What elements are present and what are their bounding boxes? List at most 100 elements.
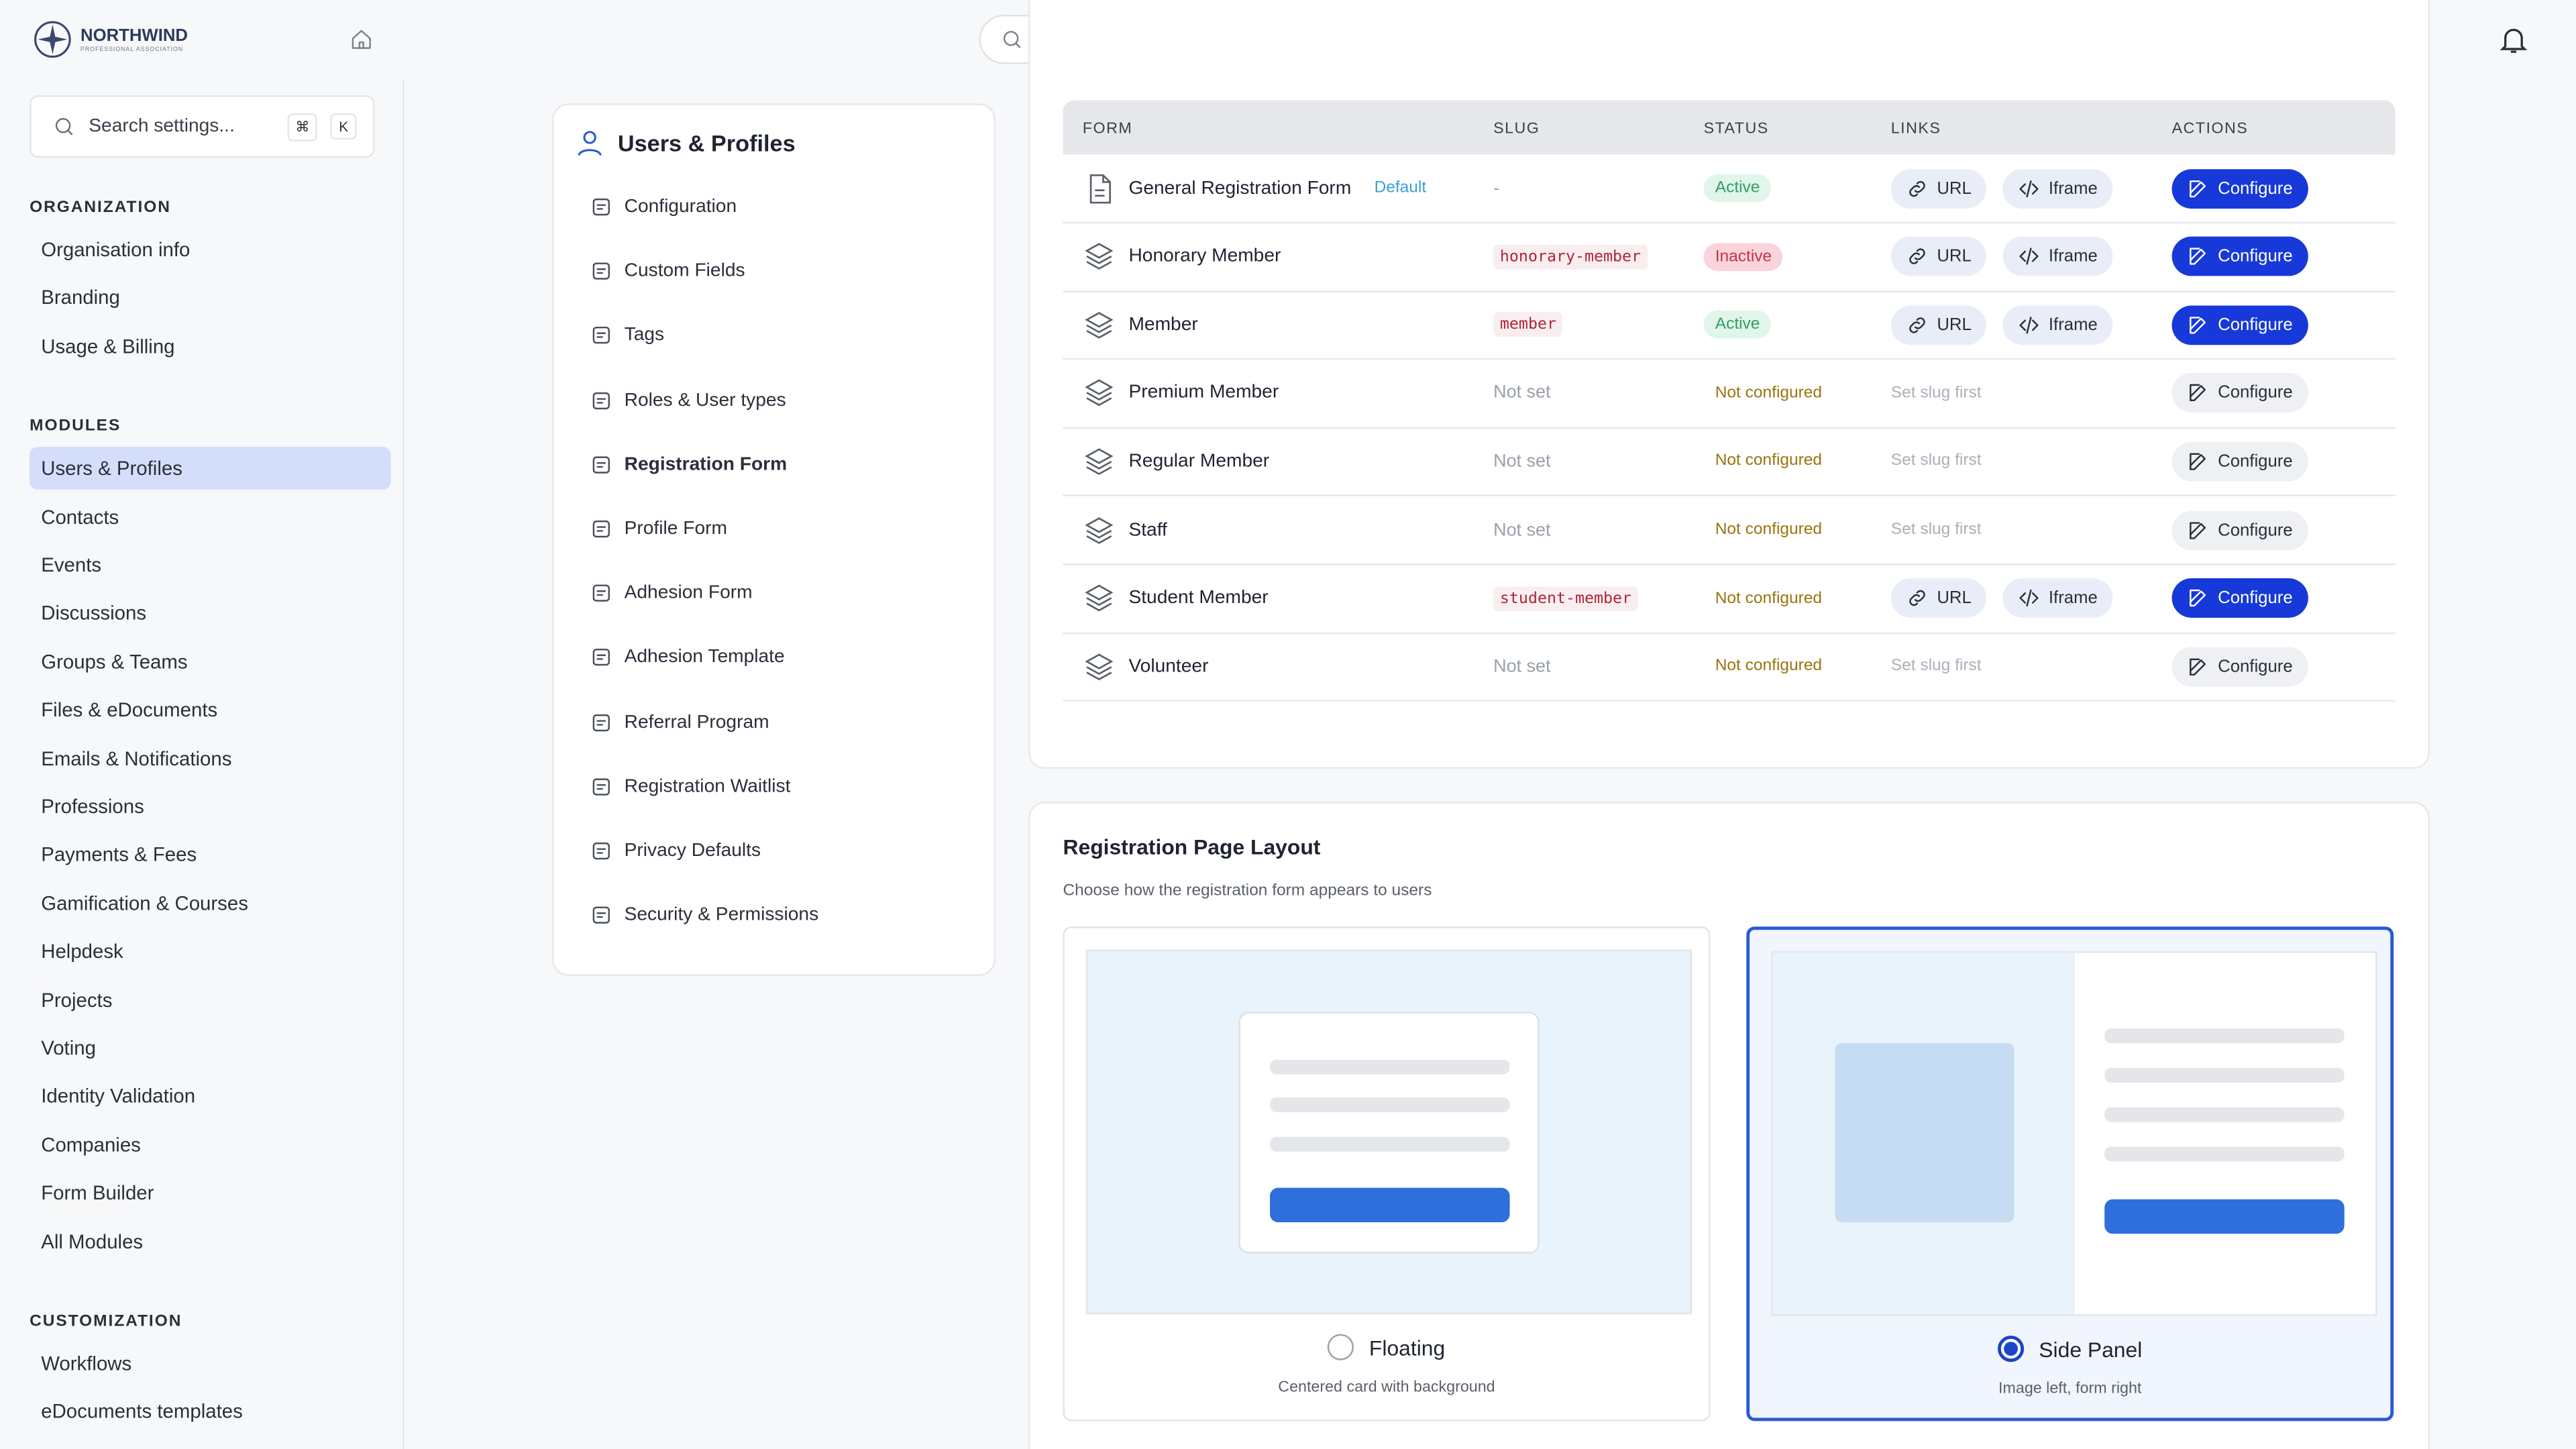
submenu-item[interactable]: Profile Form bbox=[590, 517, 727, 540]
table-row: Regular Member Not set Not configured Set s… bbox=[1063, 428, 2396, 497]
preview-panel bbox=[2075, 953, 2376, 1315]
status-badge: Inactive bbox=[1703, 242, 1784, 271]
status-cell: Not configured bbox=[1704, 360, 1834, 427]
form-icon bbox=[1083, 513, 1116, 546]
nav-item[interactable]: Helpdesk bbox=[41, 940, 123, 963]
status-cell: Not configured bbox=[1704, 564, 1834, 631]
link-button[interactable]: Iframe bbox=[2002, 578, 2112, 619]
column-header: SLUG bbox=[1493, 119, 1540, 138]
link-button[interactable]: URL bbox=[1890, 305, 1986, 345]
submenu-item[interactable]: Roles & User types bbox=[590, 388, 786, 411]
submenu-label: Registration Waitlist bbox=[624, 776, 791, 797]
configure-button[interactable]: Configure bbox=[2171, 441, 2308, 482]
radio[interactable] bbox=[1998, 1336, 2025, 1362]
edit-icon bbox=[2187, 519, 2210, 541]
links-note: Set slug first bbox=[1890, 384, 1982, 402]
submenu-item[interactable]: Registration Form bbox=[590, 453, 787, 476]
nav-item[interactable]: Workflows bbox=[41, 1352, 132, 1375]
links-note: Set slug first bbox=[1890, 521, 1982, 539]
nav-item[interactable]: Usage & Billing bbox=[41, 335, 175, 358]
configure-button[interactable]: Configure bbox=[2171, 168, 2308, 208]
nav-item[interactable]: Organisation info bbox=[41, 238, 191, 262]
submenu-item[interactable]: Privacy Defaults bbox=[590, 839, 761, 862]
search-icon bbox=[52, 115, 75, 138]
nav-item[interactable]: Projects bbox=[41, 988, 113, 1012]
submenu-item[interactable]: Configuration bbox=[590, 195, 737, 218]
slug-cell: Not set bbox=[1493, 496, 1550, 564]
configure-button[interactable]: Configure bbox=[2171, 578, 2308, 619]
configure-button[interactable]: Configure bbox=[2171, 373, 2308, 413]
nav-item[interactable]: Identity Validation bbox=[41, 1085, 196, 1108]
link-icon bbox=[1906, 587, 1929, 610]
nav-item[interactable]: eDocuments templates bbox=[41, 1400, 243, 1424]
submenu-item[interactable]: Adhesion Template bbox=[590, 646, 785, 669]
nav-item[interactable]: Form Builder bbox=[41, 1181, 154, 1205]
form-cell: Honorary Member bbox=[1083, 223, 1281, 290]
submenu-item[interactable]: Referral Program bbox=[590, 710, 769, 733]
nav-item[interactable]: Emails & Notifications bbox=[41, 747, 232, 770]
nav-item[interactable]: Voting bbox=[41, 1036, 96, 1060]
configure-label: Configure bbox=[2218, 588, 2293, 608]
configure-button[interactable]: Configure bbox=[2171, 236, 2308, 276]
nav-item[interactable]: Groups & Teams bbox=[41, 650, 188, 674]
nav-item[interactable]: Gamification & Courses bbox=[41, 892, 248, 915]
submenu-header: Users & Profiles bbox=[574, 127, 796, 160]
submenu-icon bbox=[590, 646, 612, 669]
link-button[interactable]: URL bbox=[1890, 578, 1986, 619]
status-cell: Active bbox=[1703, 154, 1772, 221]
links-cell: URL Iframe bbox=[1890, 564, 2112, 631]
slug: member bbox=[1493, 312, 1563, 337]
form-cell: Student Member bbox=[1083, 564, 1269, 631]
section-title: CUSTOMIZATION bbox=[30, 1312, 182, 1331]
actions-cell: Configure bbox=[2171, 360, 2308, 427]
nav-item[interactable]: Users & Profiles bbox=[30, 447, 391, 490]
preview-line bbox=[1270, 1136, 1510, 1152]
link-button[interactable]: Iframe bbox=[2002, 305, 2112, 345]
status-badge: Not configured bbox=[1715, 384, 1823, 402]
configure-button[interactable]: Configure bbox=[2171, 647, 2308, 686]
link-icon bbox=[2017, 245, 2040, 268]
slug: - bbox=[1493, 178, 1500, 199]
submenu-icon bbox=[590, 517, 612, 540]
settings-search[interactable]: Search settings... ⌘ K bbox=[30, 95, 375, 158]
nav-item[interactable]: Payments & Fees bbox=[41, 843, 197, 867]
link-button[interactable]: Iframe bbox=[2002, 236, 2112, 276]
form-name: Student Member bbox=[1128, 588, 1269, 608]
submenu-item[interactable]: Custom Fields bbox=[590, 260, 745, 282]
nav-item[interactable]: Discussions bbox=[41, 602, 147, 625]
preview-line bbox=[2104, 1107, 2345, 1122]
layout-option[interactable]: Side Panel Image left, form right bbox=[1746, 926, 2394, 1421]
option-name: Side Panel bbox=[2039, 1336, 2143, 1361]
nav-item[interactable]: Professions bbox=[41, 795, 144, 818]
submenu-item[interactable]: Tags bbox=[590, 324, 664, 347]
layout-preview bbox=[1085, 949, 1693, 1315]
link-button[interactable]: URL bbox=[1890, 236, 1986, 276]
configure-label: Configure bbox=[2218, 246, 2293, 266]
logo-sub: PROFESSIONAL ASSOCIATION bbox=[80, 46, 184, 53]
nav-item[interactable]: Events bbox=[41, 553, 102, 577]
status-badge: Not configured bbox=[1715, 521, 1823, 539]
configure-button[interactable]: Configure bbox=[2171, 510, 2308, 550]
submenu-item[interactable]: Adhesion Form bbox=[590, 582, 753, 604]
form-icon bbox=[1083, 240, 1116, 273]
preview-image bbox=[1835, 1043, 2015, 1223]
actions-cell: Configure bbox=[2171, 633, 2308, 700]
edit-icon bbox=[2187, 450, 2210, 473]
submenu-item[interactable]: Security & Permissions bbox=[590, 904, 818, 926]
link-label: URL bbox=[1937, 315, 1972, 335]
nav-item[interactable]: Companies bbox=[41, 1133, 141, 1157]
configure-button[interactable]: Configure bbox=[2171, 305, 2308, 345]
nav-item[interactable]: Files & eDocuments bbox=[41, 698, 218, 722]
link-button[interactable]: URL bbox=[1890, 168, 1986, 208]
nav-item[interactable]: Branding bbox=[41, 286, 120, 310]
form-name: General Registration Form bbox=[1128, 178, 1352, 199]
nav-item[interactable]: Contacts bbox=[41, 505, 119, 529]
submenu-icon bbox=[590, 582, 612, 604]
submenu-title: Users & Profiles bbox=[617, 129, 796, 156]
nav-item[interactable]: All Modules bbox=[41, 1230, 144, 1253]
radio[interactable] bbox=[1328, 1334, 1354, 1360]
link-button[interactable]: Iframe bbox=[2002, 168, 2112, 208]
submenu-item[interactable]: Registration Waitlist bbox=[590, 775, 790, 798]
section-title: MODULES bbox=[30, 417, 121, 436]
layout-option[interactable]: Floating Centered card with background bbox=[1063, 926, 1711, 1421]
